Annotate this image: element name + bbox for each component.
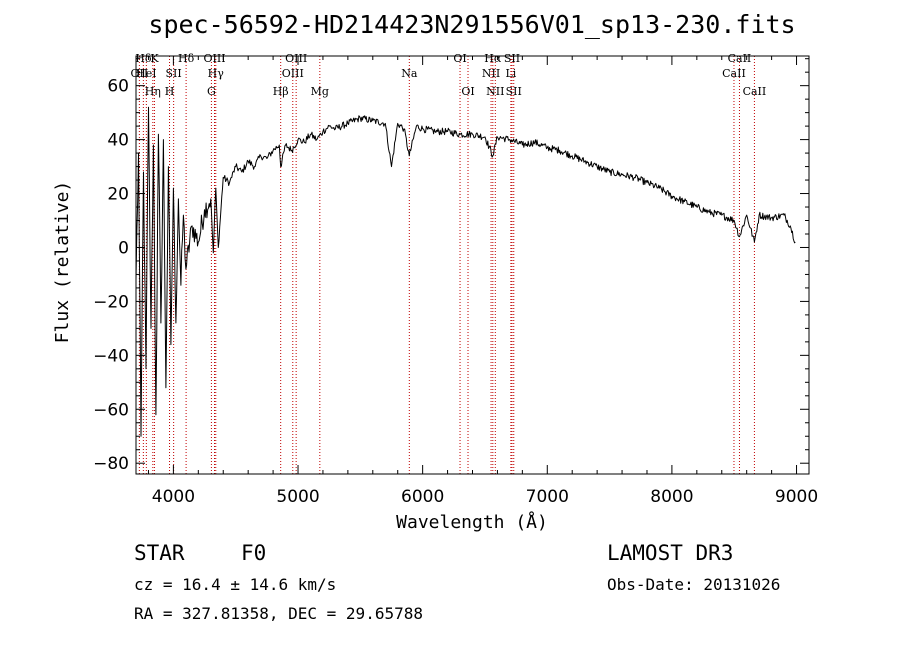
spectral-subclass: F0: [241, 541, 266, 565]
x-tick-label: 9000: [775, 487, 818, 507]
y-tick-label: 40: [107, 131, 129, 151]
spectral-line-label: Mg: [311, 85, 329, 98]
spectral-line-label: CaII: [728, 52, 752, 65]
object-class: STAR: [134, 541, 185, 565]
y-tick-label: −80: [93, 454, 129, 474]
spectral-line-label: OIII: [285, 52, 307, 65]
spectral-line-label: Hδ: [135, 52, 152, 65]
spectral-line-label: H: [165, 85, 175, 98]
y-tick-label: 0: [118, 238, 129, 258]
spectral-line-label: G: [207, 85, 216, 98]
spectral-line-label: SII: [506, 85, 522, 98]
spectral-line-label: OI: [453, 52, 466, 65]
spectral-line-label: Hα: [484, 52, 502, 65]
y-tick-label: 60: [107, 77, 129, 97]
redshift-text: cz = 16.4 ± 14.6 km/s: [134, 575, 336, 594]
axis-ticks: [136, 56, 809, 474]
y-tick-label: −20: [93, 292, 129, 312]
spectral-line-label: SII: [166, 67, 182, 80]
spectral-line-label: NII: [482, 67, 500, 80]
spectral-line-label: Li: [505, 67, 516, 80]
x-tick-label: 4000: [152, 487, 195, 507]
y-axis-label: Flux (relative): [52, 181, 73, 344]
chart-title: spec-56592-HD214423N291556V01_sp13-230.f…: [148, 10, 795, 39]
spectral-line-label: K: [150, 52, 159, 65]
spectral-line-label: CaII: [743, 85, 767, 98]
spectral-line-label: NII: [486, 85, 504, 98]
coordinates-text: RA = 327.81358, DEC = 29.65788: [134, 604, 423, 623]
spectrum-line: [135, 106, 796, 437]
spectral-line-label: Na: [401, 67, 418, 80]
x-tick-label: 6000: [401, 487, 444, 507]
spectral-line-label: OIII: [203, 52, 225, 65]
spectral-line-label: Hη: [145, 85, 161, 98]
axis-tick-labels: 4000 5000 6000 7000 8000 9000 −80 −60 −40 −20 0 20 4…: [93, 77, 818, 507]
survey-name: LAMOST DR3: [607, 541, 733, 565]
spectral-line-label: OI: [461, 85, 474, 98]
x-axis-label: Wavelength (Å): [396, 511, 548, 533]
x-tick-label: 5000: [276, 487, 319, 507]
y-tick-label: 20: [107, 185, 129, 205]
x-tick-label: 8000: [650, 487, 693, 507]
x-tick-label: 7000: [526, 487, 569, 507]
spectral-line-label: Hγ: [208, 67, 225, 80]
spectral-line-label: OIII: [282, 67, 304, 80]
plot-frame: [135, 55, 810, 475]
spectral-line-label: HeI: [136, 67, 156, 80]
spectral-line-label: OII: [131, 67, 149, 80]
obs-date-text: Obs-Date: 20131026: [607, 575, 780, 594]
spectral-line-markers: [138, 56, 755, 474]
spectral-line-label: Hδ: [178, 52, 195, 65]
y-tick-label: −60: [93, 400, 129, 420]
y-tick-label: −40: [93, 346, 129, 366]
spectral-line-label: SII: [504, 52, 520, 65]
spectrum-series: [135, 106, 796, 437]
spectral-line-label: Hβ: [273, 85, 289, 98]
spectral-line-label: CaII: [722, 67, 746, 80]
